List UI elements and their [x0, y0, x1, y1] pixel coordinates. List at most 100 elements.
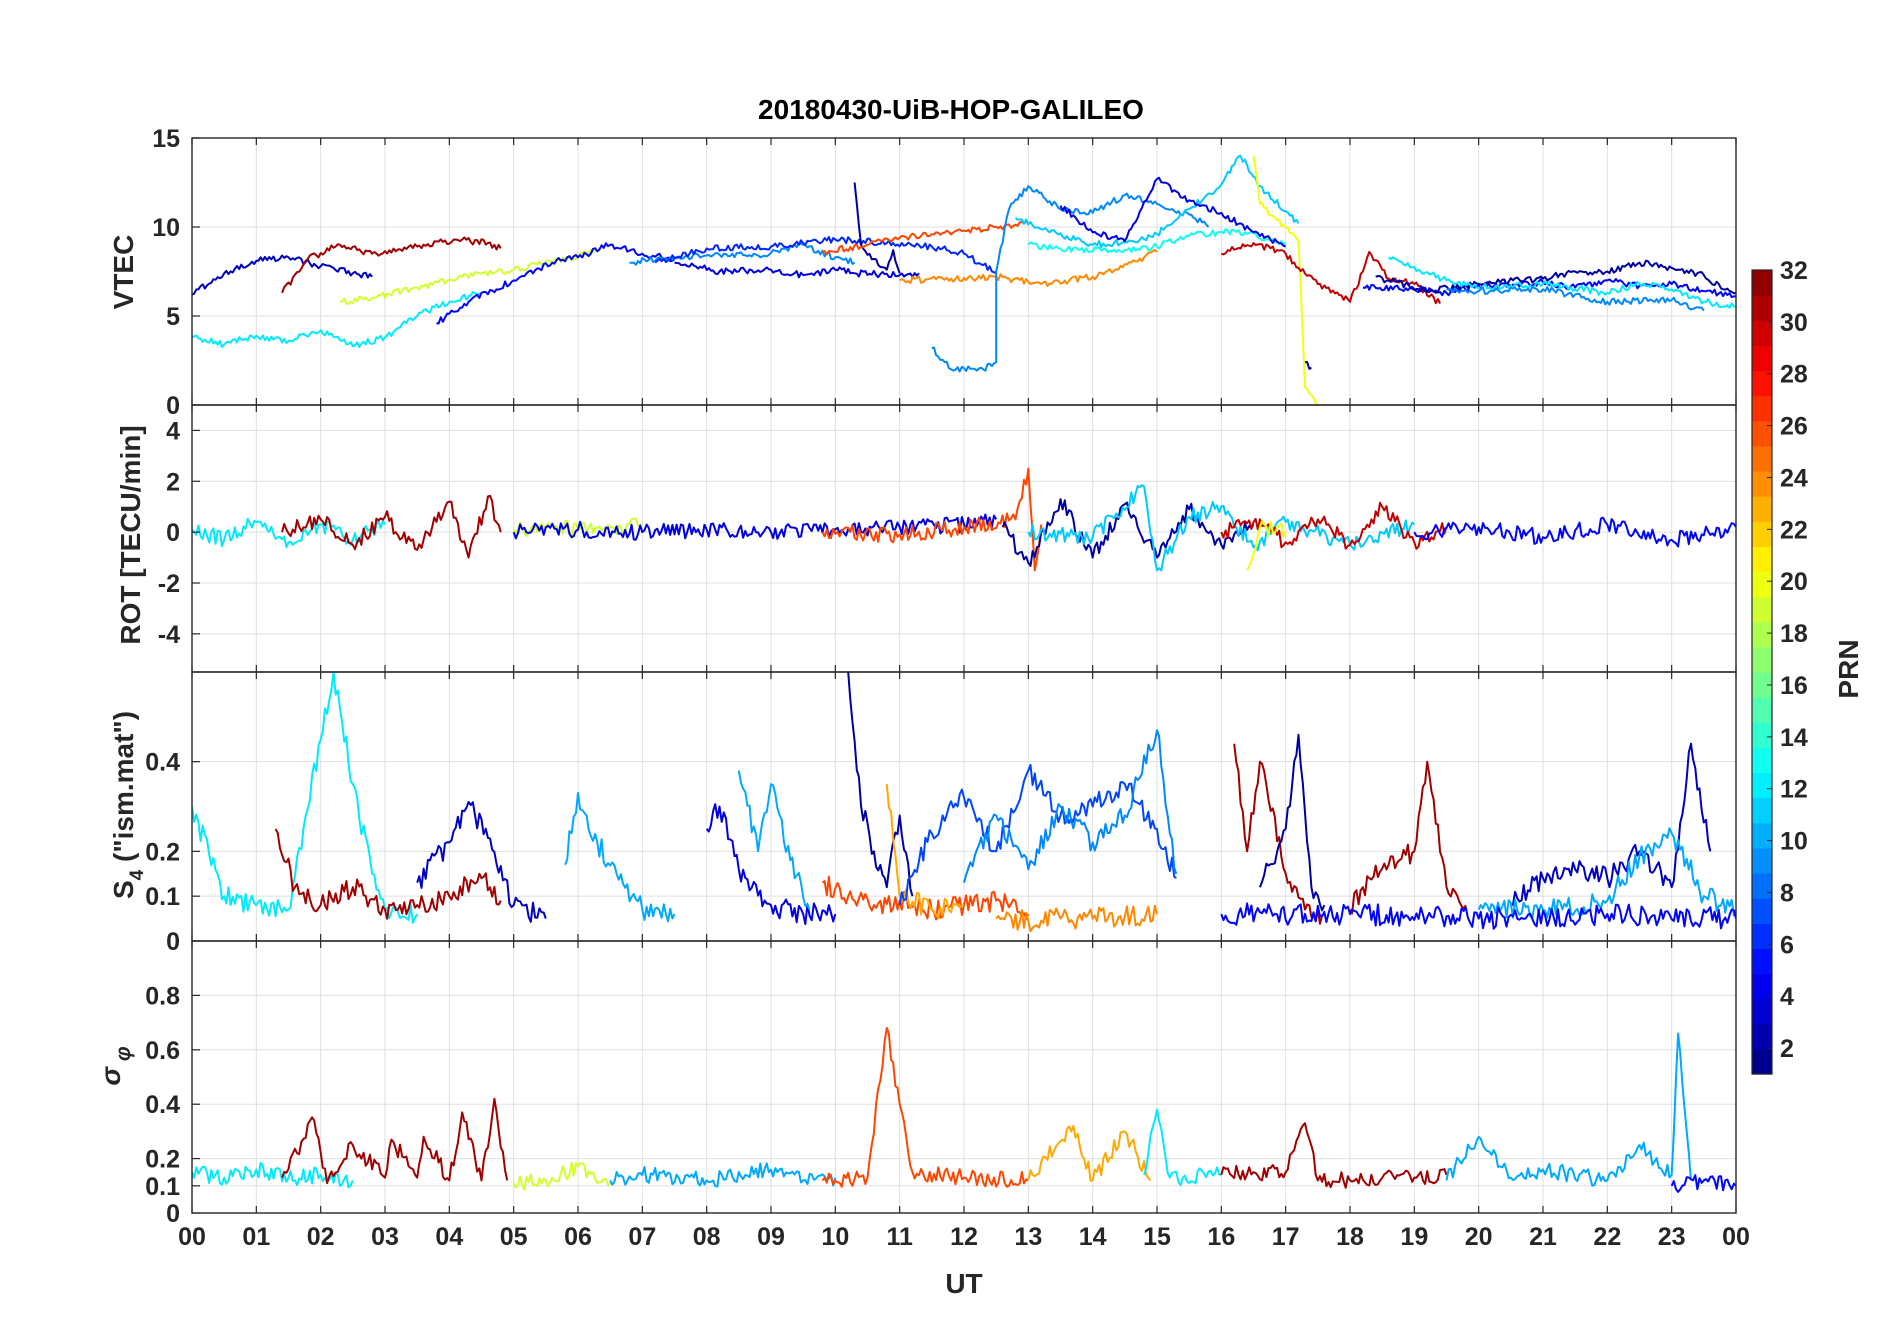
series-line-prn-26	[821, 875, 1030, 921]
y-tick-label: 0.1	[145, 1173, 180, 1201]
colorbar-swatch	[1752, 596, 1772, 623]
series-line-prn-10	[609, 1162, 837, 1188]
colorbar-tick-label: 22	[1780, 516, 1808, 544]
colorbar-tick-label: 20	[1780, 568, 1808, 596]
x-tick-label: 23	[1658, 1223, 1686, 1251]
colorbar-tick-label: 26	[1780, 413, 1808, 441]
x-tick-label: 21	[1529, 1223, 1557, 1251]
x-tick-label: 18	[1336, 1223, 1364, 1251]
series-line-prn-5	[1362, 278, 1736, 299]
y-tick-label: 4	[166, 417, 180, 445]
x-tick-label: 22	[1593, 1223, 1621, 1251]
series-line-prn-26	[822, 220, 1030, 256]
y-axis-label-rot: ROT [TECU/min]	[115, 425, 146, 644]
y-tick-label: 0.2	[145, 838, 180, 866]
y-tick-label: 10	[152, 214, 180, 242]
colorbar-swatch	[1752, 621, 1772, 648]
x-tick-label: 14	[1079, 1223, 1107, 1251]
panel-s4: 0 0.1 0.2 0.4 S4 ("ism.mat")	[108, 671, 1737, 956]
colorbar-tick-label: 4	[1780, 983, 1794, 1011]
x-tick-label: 01	[242, 1223, 270, 1251]
series-line-prn-4	[1059, 176, 1287, 248]
series-line-prn-2	[847, 672, 914, 897]
y-tick-label: 5	[166, 303, 180, 331]
series-line-prn-7	[898, 763, 1177, 906]
colorbar-swatch	[1752, 571, 1772, 598]
panel-vtec: 0 5 10 15 VTEC	[108, 125, 1737, 420]
series-line-prn-12	[192, 517, 386, 549]
colorbar-swatch	[1752, 697, 1772, 723]
series-line-prn-30	[1220, 501, 1448, 550]
series-line-prn-4	[512, 513, 998, 541]
colorbar-tick-label: 18	[1780, 620, 1808, 648]
x-tick-label: 05	[500, 1223, 528, 1251]
colorbar-swatch	[1752, 722, 1772, 748]
x-tick-label: 20	[1465, 1223, 1493, 1251]
x-tick-label: 13	[1014, 1223, 1042, 1251]
series-line-prn-20	[1252, 155, 1319, 405]
series-line-prn-19	[339, 248, 598, 305]
colorbar-swatch	[1752, 445, 1772, 472]
series-line-prn-31	[274, 828, 502, 920]
colorbar-tick-label: 8	[1780, 879, 1794, 907]
series-line-prn-24	[899, 248, 1158, 287]
series-line-prn-2	[1258, 733, 1326, 912]
x-axis: 00 01 02 03 04 05 06 07 08 09 10 11 12 13 14 15 16 17 18 19…	[178, 1223, 1750, 1251]
series-line-prn-9	[931, 185, 1210, 373]
x-tick-label: 17	[1272, 1223, 1300, 1251]
y-tick-label: 15	[152, 125, 180, 153]
colorbar-swatch	[1752, 521, 1772, 547]
series-line-prn-31	[1349, 760, 1467, 915]
x-tick-label: 10	[821, 1223, 849, 1251]
series-line-prn-5	[1413, 516, 1736, 548]
colorbar-swatch	[1752, 370, 1772, 397]
series-line-prn-12	[1387, 256, 1736, 309]
x-tick-label: 16	[1207, 1223, 1235, 1251]
colorbar-swatch	[1752, 772, 1772, 799]
y-tick-label: 0.4	[145, 1091, 180, 1119]
x-tick-label: 19	[1400, 1223, 1428, 1251]
colorbar-swatch	[1752, 923, 1772, 949]
colorbar-tick-label: 28	[1780, 361, 1808, 389]
series-line-prn-3	[1510, 742, 1712, 907]
colorbar-swatch	[1752, 496, 1772, 522]
colorbar-tick-label: 6	[1780, 931, 1794, 959]
series-line-prn-13	[1027, 228, 1287, 254]
y-tick-label: 0.4	[145, 749, 180, 777]
series-line-prn-2	[1304, 361, 1312, 370]
series-line-prn-19	[512, 1161, 611, 1191]
colorbar-swatch	[1752, 847, 1772, 874]
panel-rot: -4 -2 0 2 4 ROT [TECU/min]	[115, 404, 1737, 673]
colorbar-swatch	[1752, 998, 1772, 1025]
y-tick-label: 0	[166, 928, 180, 956]
series-line-prn-5	[1670, 1174, 1736, 1193]
series-line-prn-31	[281, 1097, 509, 1185]
y-tick-label: 0	[166, 1200, 180, 1228]
x-tick-label: 08	[693, 1223, 721, 1251]
series-line-prn-12	[192, 1161, 354, 1189]
colorbar-swatch	[1752, 898, 1772, 924]
x-axis-label: UT	[945, 1268, 982, 1299]
colorbar-swatch	[1752, 320, 1772, 346]
series-line-prn-10	[1445, 1032, 1692, 1187]
y-axis-label-sigma-phi: σ φ	[95, 1046, 135, 1085]
series-line-prn-20	[1246, 519, 1287, 571]
series-line-prn-23	[1027, 1125, 1152, 1182]
colorbar-tick-label: 14	[1780, 724, 1808, 752]
colorbar-swatch	[1752, 747, 1772, 774]
y-tick-label: 0.2	[145, 1146, 180, 1174]
y-tick-label: 0	[166, 392, 180, 420]
colorbar-tick-label: 2	[1780, 1035, 1794, 1063]
colorbar-swatch	[1752, 395, 1772, 422]
colorbar-tick-label: 16	[1780, 672, 1808, 700]
series-line-prn-30	[1220, 242, 1441, 305]
series-line-prn-10	[737, 770, 811, 911]
series-line-prn-6	[654, 236, 997, 275]
colorbar-swatch	[1752, 345, 1772, 372]
y-tick-label: -4	[158, 621, 180, 649]
colorbar-swatch	[1752, 1048, 1772, 1075]
series-line-prn-31	[1233, 743, 1325, 925]
y-tick-label: 0.6	[145, 1037, 180, 1065]
